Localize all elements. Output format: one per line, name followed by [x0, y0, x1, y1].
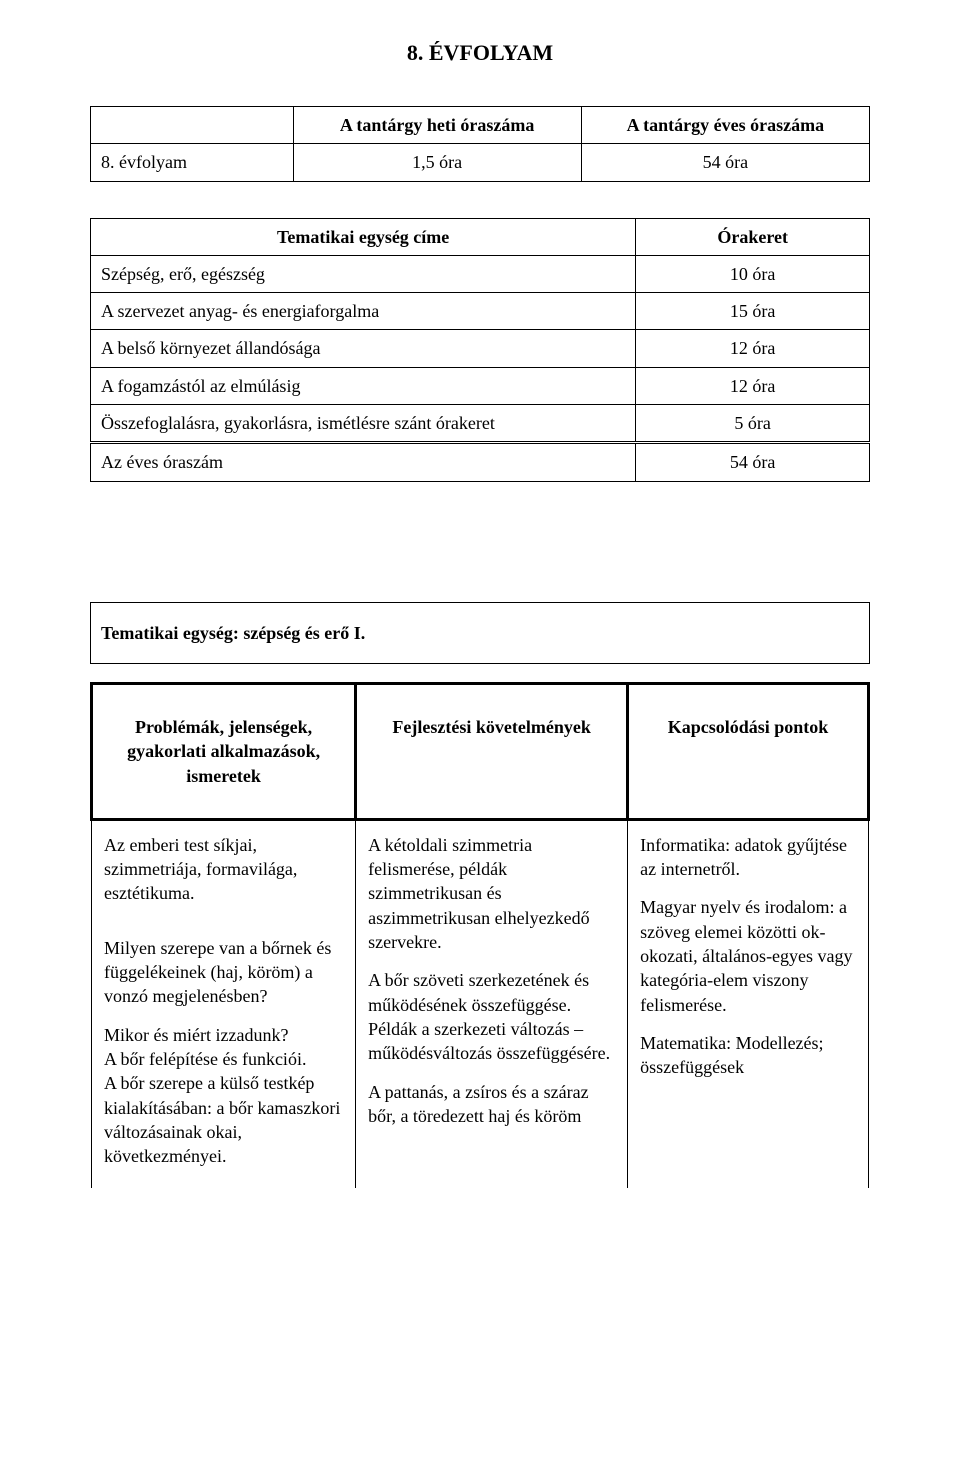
- table-row: 8. évfolyam 1,5 óra 54 óra: [91, 144, 870, 181]
- topic-label: A fogamzástól az elmúlásig: [91, 367, 636, 404]
- topic-value: 12 óra: [636, 367, 870, 404]
- header-problems: Problémák, jelenségek, gyakorlati alkalm…: [92, 683, 356, 819]
- topic-label: Szépség, erő, egészség: [91, 255, 636, 292]
- weekly-value: 1,5 óra: [293, 144, 581, 181]
- unit-heading-table: Tematikai egység: szépség és erő I.: [90, 602, 870, 664]
- table-row: A belső környezet állandósága 12 óra: [91, 330, 870, 367]
- topic-frame-table: Tematikai egység címe Órakeret Szépség, …: [90, 218, 870, 482]
- header-connections: Kapcsolódási pontok: [628, 683, 869, 819]
- cell-empty: [91, 107, 294, 144]
- paragraph: Milyen szerepe van a bőrnek és függeléke…: [104, 936, 343, 1009]
- topic-value: 15 óra: [636, 293, 870, 330]
- topic-value: 10 óra: [636, 255, 870, 292]
- header-frame: Órakeret: [636, 218, 870, 255]
- paragraph: A kétoldali szimmetria felismerése, péld…: [368, 833, 615, 954]
- paragraph: Matematika: Modellezés; összefüggések: [640, 1031, 856, 1080]
- paragraph: A bőr szerepe a külső testkép kialakítás…: [104, 1071, 343, 1168]
- table-row: A szervezet anyag- és energiaforgalma 15…: [91, 293, 870, 330]
- yearly-value: 54 óra: [581, 144, 869, 181]
- total-label: Az éves óraszám: [91, 443, 636, 481]
- unit-heading: Tematikai egység: szépség és erő I.: [91, 602, 870, 663]
- table-row: Tematikai egység címe Órakeret: [91, 218, 870, 255]
- header-yearly: A tantárgy éves óraszáma: [581, 107, 869, 144]
- requirements-cell: A kétoldali szimmetria felismerése, péld…: [356, 819, 628, 1188]
- problems-cell: Az emberi test síkjai, szimmetriája, for…: [92, 819, 356, 1188]
- paragraph: Magyar nyelv és irodalom: a szöveg eleme…: [640, 895, 856, 1016]
- topic-value: 12 óra: [636, 330, 870, 367]
- header-topic-title: Tematikai egység címe: [91, 218, 636, 255]
- table-row: Problémák, jelenségek, gyakorlati alkalm…: [92, 683, 869, 819]
- spacer: [90, 664, 870, 682]
- page-title: 8. ÉVFOLYAM: [90, 40, 870, 66]
- row-label: 8. évfolyam: [91, 144, 294, 181]
- paragraph: Informatika: adatok gyűjtése az internet…: [640, 833, 856, 882]
- paragraph: A bőr felépítése és funkciói.: [104, 1047, 343, 1071]
- topic-label: A belső környezet állandósága: [91, 330, 636, 367]
- table-row: Szépség, erő, egészség 10 óra: [91, 255, 870, 292]
- paragraph: Mikor és miért izzadunk?: [104, 1023, 343, 1047]
- paragraph: A pattanás, a zsíros és a száraz bőr, a …: [368, 1080, 615, 1129]
- table-row: A fogamzástól az elmúlásig 12 óra: [91, 367, 870, 404]
- hours-table: A tantárgy heti óraszáma A tantárgy éves…: [90, 106, 870, 182]
- topic-label: A szervezet anyag- és energiaforgalma: [91, 293, 636, 330]
- header-requirements: Fejlesztési követelmények: [356, 683, 628, 819]
- table-row: Az emberi test síkjai, szimmetriája, for…: [92, 819, 869, 1188]
- page: 8. ÉVFOLYAM A tantárgy heti óraszáma A t…: [0, 0, 960, 1483]
- header-weekly: A tantárgy heti óraszáma: [293, 107, 581, 144]
- paragraph: Az emberi test síkjai, szimmetriája, for…: [104, 833, 343, 906]
- content-table: Problémák, jelenségek, gyakorlati alkalm…: [90, 682, 870, 1188]
- table-row: A tantárgy heti óraszáma A tantárgy éves…: [91, 107, 870, 144]
- table-row: Összefoglalásra, gyakorlásra, ismétlésre…: [91, 405, 870, 443]
- table-row: Tematikai egység: szépség és erő I.: [91, 602, 870, 663]
- paragraph: A bőr szöveti szerkezetének és működésén…: [368, 968, 615, 1065]
- topic-value: 5 óra: [636, 405, 870, 443]
- spacer: [90, 182, 870, 218]
- spacer: [90, 482, 870, 602]
- topic-label: Összefoglalásra, gyakorlásra, ismétlésre…: [91, 405, 636, 443]
- total-value: 54 óra: [636, 443, 870, 481]
- connections-cell: Informatika: adatok gyűjtése az internet…: [628, 819, 869, 1188]
- table-row: Az éves óraszám 54 óra: [91, 443, 870, 481]
